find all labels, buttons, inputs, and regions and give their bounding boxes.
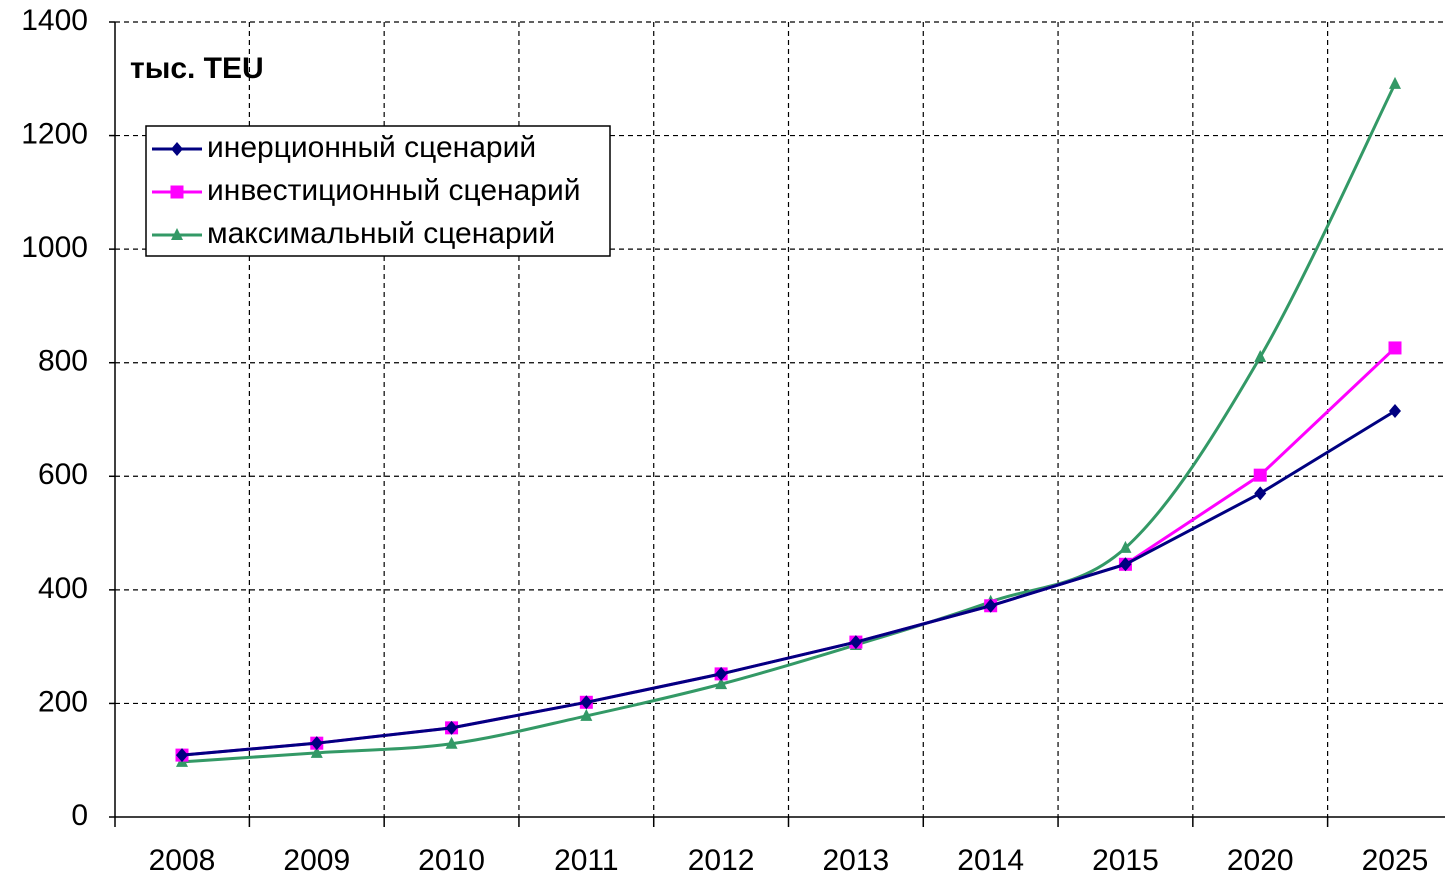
unit-annotation: тыс. TEU [130,52,264,85]
marker [715,677,728,690]
marker [580,708,593,721]
x-tick-label: 2014 [957,844,1024,877]
y-tick-label: 1200 [21,117,88,150]
marker [1389,403,1401,418]
y-tick-label: 800 [38,345,88,378]
marker [1254,350,1267,363]
y-tick-label: 600 [38,458,88,491]
y-tick-label: 1400 [21,4,88,37]
y-tick-label: 1000 [21,231,88,264]
marker [445,720,458,735]
marker [1119,557,1132,572]
legend-label: инвестиционный сценарий [207,174,581,207]
marker [170,185,184,199]
x-tick-label: 2025 [1362,844,1429,877]
marker [849,635,862,650]
x-tick-label: 2015 [1092,844,1159,877]
grid [115,21,1445,817]
marker [445,736,458,749]
x-tick-label: 2010 [418,844,485,877]
y-tick-label: 0 [71,799,88,832]
legend-label: максимальный сценарий [207,217,555,250]
x-tick-label: 2013 [823,844,890,877]
x-tick-label: 2011 [554,844,619,877]
legend-box [145,125,611,257]
marker [984,598,997,613]
marker [580,695,593,710]
series-line [181,409,1396,757]
marker [310,745,323,758]
y-tick-label: 200 [38,685,88,718]
x-tick-label: 2009 [283,844,350,877]
x-tick-label: 2008 [149,844,216,877]
marker [1388,341,1402,355]
legend: инерционный сценарий инвестиционный сцена… [145,125,611,257]
marker [171,228,183,240]
y-tick-label: 400 [38,572,88,605]
marker [171,142,183,156]
marker [310,736,323,751]
legend-label: инерционный сценарий [207,131,536,164]
x-tick-label: 2020 [1227,844,1294,877]
marker [1253,468,1267,482]
x-tick-label: 2012 [688,844,755,877]
marker [1119,540,1132,553]
marker [1254,486,1267,501]
marker [715,666,728,681]
marker [1389,76,1401,89]
marker [176,748,188,763]
